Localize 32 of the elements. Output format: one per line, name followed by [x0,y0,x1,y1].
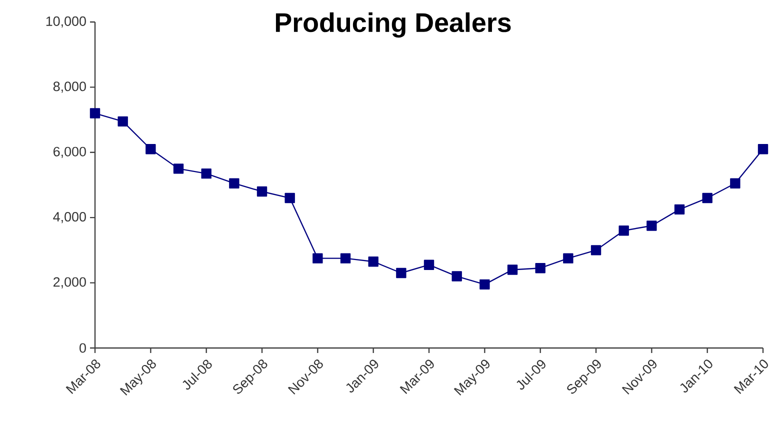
chart-title: Producing Dealers [276,12,511,38]
point [618,226,629,236]
point [480,279,490,290]
point [452,271,462,282]
y-tick-label: 10,000 [46,16,86,28]
point [674,204,685,215]
point [256,186,268,197]
point [118,116,128,127]
point [90,108,100,118]
point [201,168,212,179]
point [702,192,712,204]
point [646,220,657,231]
point [368,256,378,267]
point [340,253,351,264]
point [229,178,240,188]
y-tick-label: 6,000 [54,146,86,158]
point [284,192,295,204]
y-tick-label: 8,000 [53,82,86,93]
y-tick-label: 2,000 [54,277,86,288]
y-tick-label: 4,000 [53,212,86,224]
point [535,263,546,274]
point [730,178,740,188]
point [507,264,518,275]
point [590,245,602,256]
y-tick-label: 0 [80,343,86,353]
point [146,144,156,154]
point [396,268,406,278]
point [758,144,768,154]
point [563,253,574,264]
point [424,260,434,270]
point [312,253,323,264]
point [173,164,184,174]
